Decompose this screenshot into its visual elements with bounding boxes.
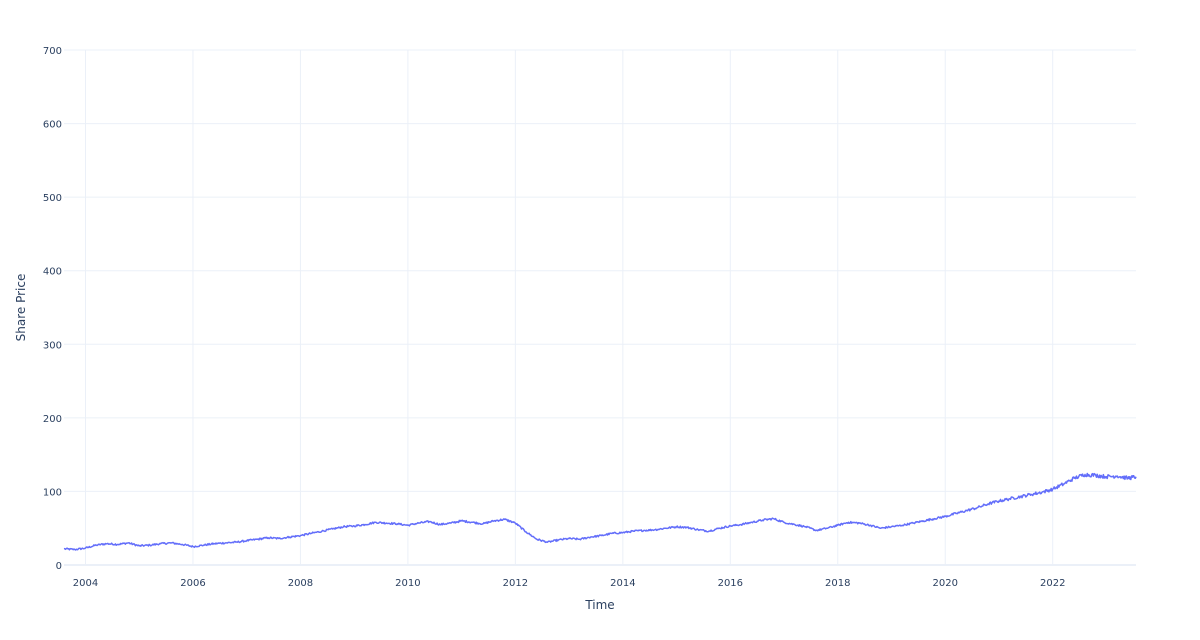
y-tick-label: 400 bbox=[43, 267, 62, 278]
x-tick-label: 2012 bbox=[503, 578, 528, 589]
series-layer bbox=[63, 472, 1137, 551]
x-tick-label: 2022 bbox=[1040, 578, 1065, 589]
y-tick-label: 0 bbox=[56, 561, 62, 572]
y-tick-label: 300 bbox=[43, 340, 62, 351]
x-tick-label: 2016 bbox=[718, 578, 743, 589]
y-tick-label: 500 bbox=[43, 193, 62, 204]
x-tick-label: 2014 bbox=[610, 578, 635, 589]
y-tick-label: 100 bbox=[43, 487, 62, 498]
price-series-line bbox=[63, 472, 1137, 551]
axes: 0 100 200 300 400 500 600 700 2004 2006 2008 2010 20… bbox=[43, 46, 1066, 589]
x-tick-label: 2020 bbox=[933, 578, 958, 589]
x-tick-label: 2018 bbox=[825, 578, 850, 589]
x-tick-label: 2008 bbox=[288, 578, 313, 589]
grid-lines bbox=[64, 49, 1136, 566]
y-tick-label: 700 bbox=[43, 46, 62, 57]
x-tick-label: 2010 bbox=[395, 578, 420, 589]
y-tick-label: 600 bbox=[43, 120, 62, 131]
x-tick-label: 2006 bbox=[180, 578, 205, 589]
x-tick-label: 2004 bbox=[73, 578, 98, 589]
y-axis-title: Share Price bbox=[14, 274, 28, 342]
y-tick-label: 200 bbox=[43, 414, 62, 425]
x-axis-title: Time bbox=[584, 598, 614, 612]
